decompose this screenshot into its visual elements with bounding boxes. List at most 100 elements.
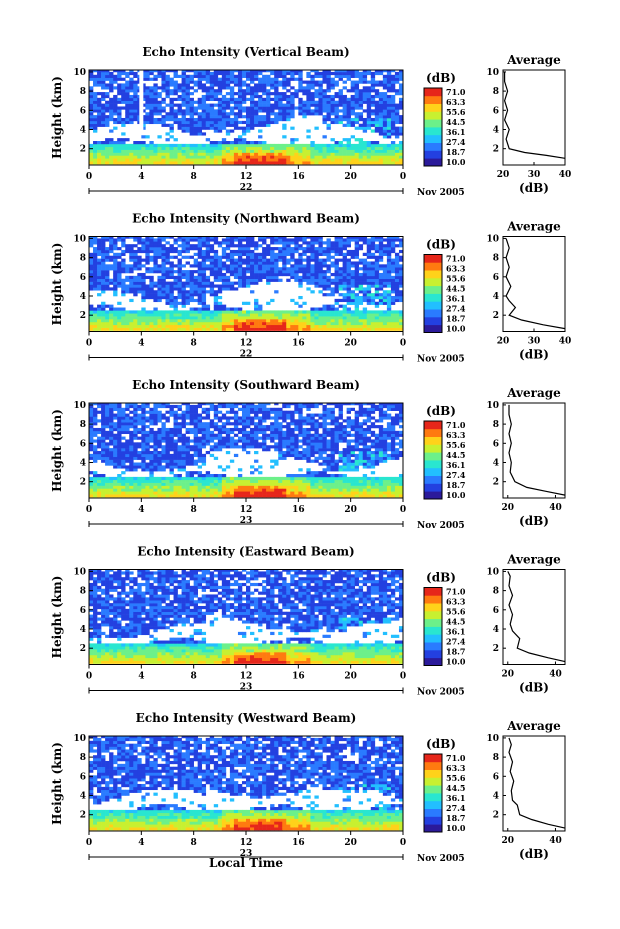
- heatmap-cell: [209, 77, 215, 81]
- heatmap-cell: [314, 152, 319, 156]
- heatmap-cell: [250, 249, 255, 254]
- heatmap-cell: [117, 236, 122, 239]
- heatmap-cell: [221, 284, 227, 288]
- heatmap-cell: [209, 74, 215, 78]
- heatmap-cell: [129, 290, 134, 294]
- heatmap-cell: [298, 80, 303, 84]
- heatmap-cell: [306, 258, 311, 262]
- heatmap-cell: [237, 313, 243, 317]
- heatmap-cell: [105, 425, 110, 429]
- heatmap-cell: [129, 404, 134, 409]
- heatmap-cell: [386, 71, 392, 76]
- heatmap-cell: [290, 97, 295, 102]
- heatmap-cell: [141, 92, 146, 96]
- heatmap-cell: [89, 126, 94, 130]
- heatmap-cell: [213, 238, 219, 242]
- heatmap-cell: [229, 92, 235, 96]
- y-tick-label: 4: [80, 292, 86, 302]
- heatmap-cell: [398, 321, 404, 326]
- heatmap-cell: [125, 407, 130, 411]
- heatmap-cell: [286, 117, 291, 122]
- heatmap-cell: [221, 287, 227, 291]
- colorbar-tick-label: 18.7: [446, 314, 465, 324]
- heatmap-cell: [386, 321, 392, 326]
- heatmap-cell: [153, 445, 158, 449]
- heatmap-cell: [229, 313, 235, 317]
- heatmap-cell: [374, 158, 380, 162]
- heatmap-cell: [274, 89, 279, 93]
- heatmap-cell: [233, 313, 239, 317]
- heatmap-cell: [310, 319, 315, 323]
- heatmap-cell: [101, 453, 106, 458]
- heatmap-cell: [161, 143, 166, 148]
- heatmap-cell: [254, 71, 259, 76]
- heatmap-cell: [225, 270, 231, 274]
- heatmap-cell: [225, 129, 231, 133]
- heatmap-cell: [306, 236, 311, 239]
- heatmap-cell: [153, 313, 158, 317]
- heatmap-cell: [113, 149, 118, 153]
- heatmap-cell: [177, 465, 182, 469]
- heatmap-cell: [133, 94, 138, 99]
- heatmap-cell: [121, 106, 126, 110]
- heatmap-cell: [386, 94, 392, 99]
- colorbar-segment: [424, 254, 442, 263]
- heatmap-cell: [185, 290, 190, 294]
- heatmap-cell: [258, 261, 263, 265]
- heatmap-cell: [205, 123, 211, 127]
- heatmap-cell: [350, 146, 355, 150]
- heatmap-cell: [386, 70, 392, 73]
- heatmap-cell: [237, 149, 243, 153]
- heatmap-cell: [370, 295, 376, 300]
- heatmap-cell: [189, 456, 194, 460]
- heatmap-cell: [105, 416, 110, 420]
- heatmap-cell: [237, 236, 243, 239]
- heatmap-cell: [378, 152, 384, 156]
- heatmap-cell: [221, 427, 227, 432]
- heatmap-cell: [145, 416, 150, 420]
- heatmap-cell: [221, 488, 227, 492]
- heatmap-cell: [129, 264, 134, 268]
- heatmap-cell: [237, 324, 243, 328]
- heatmap-cell: [173, 465, 178, 469]
- heatmap-cell: [338, 258, 343, 262]
- heatmap-cell: [290, 149, 295, 153]
- heatmap-cell: [278, 236, 283, 239]
- heatmap-cell: [382, 132, 388, 136]
- heatmap-cell: [286, 115, 291, 119]
- heatmap-cell: [225, 281, 231, 285]
- heatmap-cell: [153, 419, 158, 423]
- heatmap-cell: [129, 94, 134, 99]
- heatmap-cell: [390, 100, 396, 104]
- heatmap-cell: [382, 80, 388, 84]
- heatmap-cell: [310, 146, 315, 150]
- heatmap-cell: [113, 278, 118, 282]
- heatmap-cell: [161, 109, 166, 113]
- heatmap-cell: [286, 278, 291, 282]
- heatmap-cell: [354, 295, 360, 300]
- heatmap-cell: [270, 109, 275, 113]
- heatmap-cell: [386, 149, 392, 153]
- heatmap-cell: [125, 83, 130, 87]
- heatmap-cell: [282, 117, 287, 122]
- heatmap-cell: [157, 86, 162, 90]
- heatmap-cell: [229, 479, 235, 483]
- heatmap-cell: [390, 298, 396, 303]
- heatmap-cell: [382, 275, 388, 280]
- heatmap-cell: [137, 479, 142, 483]
- heatmap-cell: [338, 244, 343, 248]
- heatmap-cell: [354, 97, 360, 102]
- heatmap-cell: [310, 94, 315, 99]
- heatmap-cell: [374, 106, 380, 110]
- heatmap-cell: [157, 106, 162, 110]
- heatmap-cell: [221, 80, 227, 84]
- heatmap-cell: [181, 70, 186, 73]
- heatmap-cell: [205, 249, 211, 254]
- heatmap-cell: [185, 462, 190, 466]
- heatmap-cell: [221, 86, 227, 90]
- heatmap-cell: [306, 94, 311, 99]
- heatmap-cell: [201, 453, 207, 458]
- heatmap-cell: [354, 293, 360, 297]
- heatmap-cell: [266, 155, 271, 159]
- heatmap-cell: [346, 143, 351, 148]
